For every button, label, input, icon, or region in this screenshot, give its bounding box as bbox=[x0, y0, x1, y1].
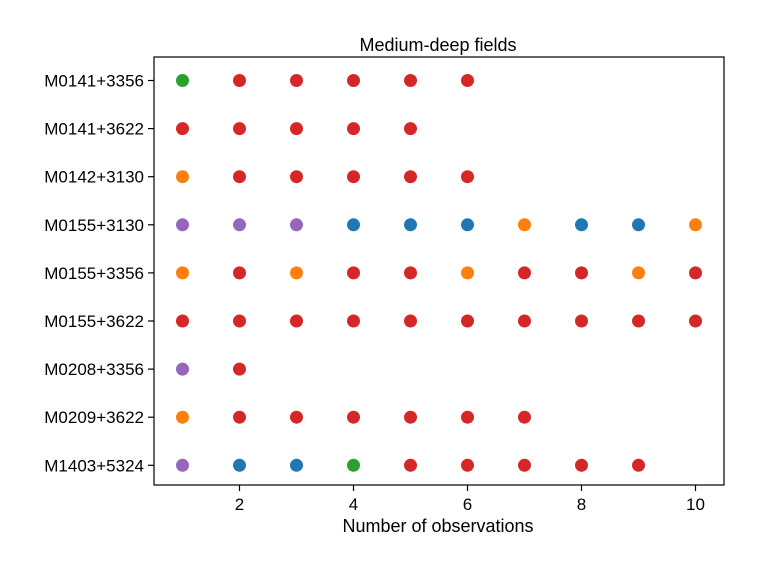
x-tick-label: 4 bbox=[349, 495, 358, 514]
data-point bbox=[290, 410, 303, 424]
x-axis: 2 4 6 8 10 bbox=[235, 485, 705, 514]
data-point bbox=[233, 218, 246, 232]
data-point bbox=[233, 266, 246, 280]
data-point bbox=[632, 314, 645, 328]
data-point bbox=[176, 362, 189, 376]
data-point bbox=[575, 218, 588, 232]
data-point bbox=[290, 122, 303, 136]
data-point bbox=[290, 170, 303, 184]
data-point bbox=[404, 410, 417, 424]
data-point bbox=[290, 458, 303, 472]
data-point bbox=[347, 122, 360, 136]
data-point bbox=[689, 314, 702, 328]
y-tick-label: M0141+3356 bbox=[44, 72, 144, 91]
data-point bbox=[404, 218, 417, 232]
data-point bbox=[404, 74, 417, 87]
data-point bbox=[176, 314, 189, 328]
data-point bbox=[290, 266, 303, 280]
data-point bbox=[518, 314, 531, 328]
data-point bbox=[176, 218, 189, 232]
data-point bbox=[518, 410, 531, 424]
data-point bbox=[461, 170, 474, 184]
data-point bbox=[461, 266, 474, 280]
data-point bbox=[632, 458, 645, 472]
y-tick-label: M0155+3356 bbox=[44, 264, 144, 283]
data-point bbox=[404, 170, 417, 184]
data-point bbox=[689, 266, 702, 280]
data-point bbox=[347, 266, 360, 280]
data-point bbox=[461, 218, 474, 232]
data-point bbox=[290, 218, 303, 232]
data-point bbox=[347, 170, 360, 184]
data-point bbox=[575, 314, 588, 328]
data-point bbox=[632, 218, 645, 232]
data-point bbox=[290, 74, 303, 87]
data-point bbox=[176, 170, 189, 184]
data-point bbox=[689, 218, 702, 232]
data-point bbox=[461, 314, 474, 328]
data-point bbox=[233, 122, 246, 136]
x-tick-label: 8 bbox=[577, 495, 586, 514]
data-point bbox=[347, 218, 360, 232]
data-point bbox=[233, 170, 246, 184]
x-axis-label: Number of observations bbox=[342, 516, 533, 536]
x-tick-label: 2 bbox=[235, 495, 244, 514]
data-point bbox=[347, 458, 360, 472]
y-tick-label: M0208+3356 bbox=[44, 360, 144, 379]
plot-frame bbox=[153, 56, 725, 486]
data-point bbox=[176, 458, 189, 472]
data-point bbox=[233, 458, 246, 472]
y-tick-label: M0155+3130 bbox=[44, 216, 144, 235]
data-point bbox=[404, 458, 417, 472]
data-point bbox=[176, 122, 189, 136]
data-point bbox=[404, 122, 417, 136]
y-tick-label: M1403+5324 bbox=[44, 456, 144, 475]
data-point bbox=[233, 362, 246, 376]
data-point bbox=[233, 410, 246, 424]
data-point bbox=[518, 266, 531, 280]
data-point bbox=[461, 74, 474, 87]
data-point bbox=[461, 458, 474, 472]
x-tick-label: 10 bbox=[686, 495, 705, 514]
data-point bbox=[575, 458, 588, 472]
data-point bbox=[290, 314, 303, 328]
data-point bbox=[404, 266, 417, 280]
y-tick-label: M0209+3622 bbox=[44, 408, 144, 427]
data-point bbox=[347, 410, 360, 424]
data-point bbox=[233, 314, 246, 328]
data-point bbox=[461, 410, 474, 424]
data-point bbox=[404, 314, 417, 328]
chart-title: Medium-deep fields bbox=[359, 35, 516, 55]
x-tick-label: 6 bbox=[463, 495, 472, 514]
data-point bbox=[176, 410, 189, 424]
data-point bbox=[347, 314, 360, 328]
data-point bbox=[233, 74, 246, 87]
data-point bbox=[632, 266, 645, 280]
y-tick-label: M0141+3622 bbox=[44, 120, 144, 139]
data-point bbox=[176, 74, 189, 87]
data-point bbox=[575, 266, 588, 280]
data-point bbox=[176, 266, 189, 280]
data-point bbox=[347, 74, 360, 87]
y-axis: M0141+3356 M0141+3622 M0142+3130 M0155+3130… bbox=[44, 72, 154, 475]
y-tick-label: M0142+3130 bbox=[44, 168, 144, 187]
data-point bbox=[518, 218, 531, 232]
data-points bbox=[176, 74, 702, 472]
y-tick-label: M0155+3622 bbox=[44, 312, 144, 331]
data-point bbox=[518, 458, 531, 472]
